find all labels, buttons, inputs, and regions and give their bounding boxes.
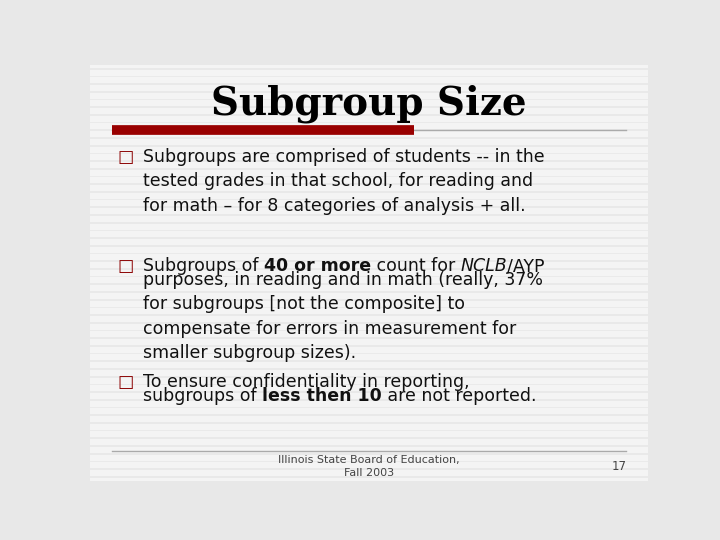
Text: Illinois State Board of Education,
Fall 2003: Illinois State Board of Education, Fall … [278,455,460,478]
Text: 40 or more: 40 or more [264,257,371,275]
Text: subgroups of: subgroups of [143,387,262,404]
Text: To ensure confidentiality in reporting,: To ensure confidentiality in reporting, [143,373,469,391]
Text: Subgroups are comprised of students -- in the
tested grades in that school, for : Subgroups are comprised of students -- i… [143,148,544,214]
Text: Subgroups of: Subgroups of [143,257,264,275]
Text: count for: count for [371,257,461,275]
Text: less then 10: less then 10 [262,387,382,404]
Text: □: □ [118,257,134,275]
Text: □: □ [118,148,134,166]
Text: NCLB: NCLB [461,257,507,275]
Text: are not reported.: are not reported. [382,387,536,404]
Text: Subgroup Size: Subgroup Size [211,84,527,123]
Text: /AYP: /AYP [507,257,545,275]
Text: □: □ [118,373,134,391]
Text: 17: 17 [611,460,626,473]
Text: purposes, in reading and in math (really, 37%
for subgroups [not the composite] : purposes, in reading and in math (really… [143,271,543,362]
